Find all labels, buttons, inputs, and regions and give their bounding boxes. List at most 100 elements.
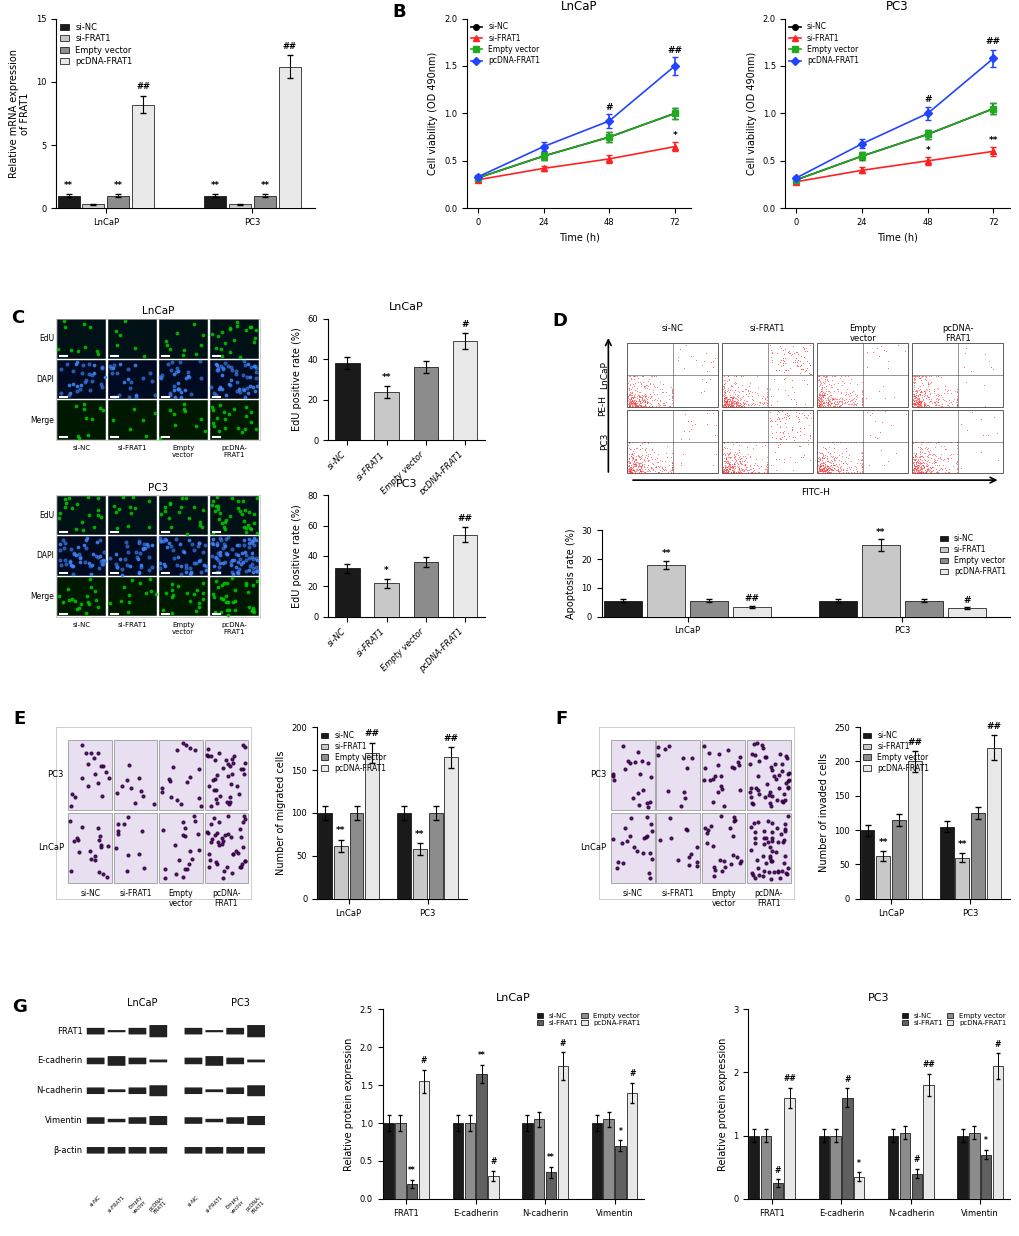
Point bbox=[622, 457, 638, 477]
Point bbox=[830, 368, 847, 388]
Point bbox=[166, 387, 182, 407]
Point bbox=[853, 442, 869, 462]
Point bbox=[209, 487, 225, 507]
Bar bbox=[892, 819, 905, 899]
Point bbox=[109, 782, 125, 802]
Point bbox=[847, 394, 863, 414]
Bar bbox=[899, 1132, 909, 1199]
Point bbox=[721, 457, 738, 477]
Point bbox=[152, 528, 168, 548]
Text: **: ** bbox=[114, 180, 122, 190]
Point bbox=[811, 387, 827, 407]
Point bbox=[907, 449, 923, 468]
Point bbox=[227, 842, 244, 861]
Point bbox=[832, 366, 848, 386]
Point bbox=[99, 866, 115, 886]
Point bbox=[758, 393, 774, 413]
Point bbox=[820, 457, 837, 477]
Point bbox=[725, 461, 741, 481]
Point bbox=[629, 396, 645, 415]
Point bbox=[627, 393, 643, 413]
Point bbox=[842, 451, 858, 471]
Point bbox=[728, 451, 744, 471]
Point bbox=[908, 396, 924, 415]
Point bbox=[824, 433, 841, 452]
Point bbox=[635, 457, 651, 477]
Point bbox=[897, 404, 913, 424]
Point bbox=[911, 368, 927, 388]
Point bbox=[920, 366, 936, 386]
Point bbox=[776, 368, 793, 388]
Point bbox=[663, 459, 680, 478]
Point bbox=[714, 459, 731, 478]
Point bbox=[653, 451, 669, 471]
Point bbox=[65, 832, 82, 852]
Point bbox=[624, 396, 640, 415]
Point bbox=[839, 447, 855, 467]
Point bbox=[913, 389, 929, 409]
Point bbox=[915, 396, 931, 415]
Y-axis label: Relative protein expression: Relative protein expression bbox=[717, 1037, 727, 1170]
Point bbox=[100, 837, 116, 857]
Bar bbox=[557, 1067, 568, 1199]
Point bbox=[905, 444, 921, 464]
Point bbox=[202, 796, 218, 816]
Point bbox=[647, 456, 663, 476]
Point bbox=[130, 844, 147, 864]
Point bbox=[650, 394, 666, 414]
Point bbox=[677, 335, 693, 355]
Point bbox=[635, 843, 651, 863]
Point bbox=[908, 457, 924, 477]
Bar bbox=[350, 813, 363, 899]
Point bbox=[630, 384, 646, 404]
Point bbox=[739, 396, 755, 415]
Point bbox=[93, 756, 109, 776]
Point bbox=[81, 595, 97, 614]
Point bbox=[935, 383, 952, 403]
Point bbox=[916, 366, 932, 386]
Point bbox=[822, 457, 839, 477]
Point bbox=[730, 462, 746, 482]
Point bbox=[924, 444, 941, 464]
Point bbox=[812, 462, 828, 482]
Point bbox=[786, 430, 802, 450]
Text: #: # bbox=[629, 1069, 635, 1078]
Point bbox=[919, 433, 935, 452]
Point bbox=[933, 455, 950, 475]
Point bbox=[926, 394, 943, 414]
Point bbox=[776, 747, 793, 766]
Point bbox=[185, 554, 202, 574]
Point bbox=[206, 587, 222, 607]
Bar bbox=[656, 812, 699, 883]
Point bbox=[219, 528, 235, 548]
Point bbox=[758, 387, 774, 407]
Point bbox=[624, 456, 640, 476]
Point bbox=[929, 389, 946, 409]
Point bbox=[812, 444, 828, 464]
Point bbox=[907, 452, 923, 472]
Point bbox=[817, 462, 834, 482]
Point bbox=[834, 452, 850, 472]
Text: si-FRAT1: si-FRAT1 bbox=[749, 324, 785, 332]
Point bbox=[928, 391, 945, 410]
Point bbox=[646, 457, 662, 477]
Point bbox=[906, 451, 922, 471]
Point bbox=[925, 438, 942, 457]
Point bbox=[630, 396, 646, 415]
Point bbox=[816, 388, 833, 408]
Point bbox=[704, 456, 720, 476]
Point bbox=[621, 386, 637, 405]
Point bbox=[631, 394, 647, 414]
Point bbox=[620, 461, 636, 481]
Point bbox=[223, 488, 239, 508]
Point bbox=[909, 456, 925, 476]
Point bbox=[906, 446, 922, 466]
Point bbox=[832, 388, 848, 408]
Point bbox=[621, 384, 637, 404]
Point bbox=[910, 394, 926, 414]
Point bbox=[633, 455, 649, 475]
Point bbox=[918, 439, 934, 459]
Point bbox=[795, 418, 811, 438]
Point bbox=[645, 442, 661, 462]
Point bbox=[819, 451, 836, 471]
